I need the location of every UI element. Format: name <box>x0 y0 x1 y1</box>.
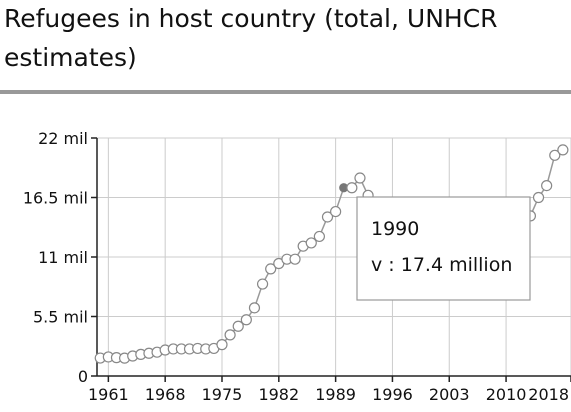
chart-title-line2: estimates) <box>4 43 137 72</box>
point <box>321 211 334 223</box>
point <box>354 172 366 184</box>
tooltip-box <box>356 196 531 301</box>
x-tick-label: 2003 <box>429 385 470 404</box>
x-tick-label: 1982 <box>258 385 299 404</box>
x-tick-label: 2010 <box>486 385 527 404</box>
point <box>248 302 261 314</box>
tooltip-label: v : 17.4 million <box>371 254 512 276</box>
tooltip-title: 1990 <box>371 218 419 240</box>
point <box>346 182 358 194</box>
x-tick-label: 1996 <box>372 385 413 404</box>
x-tick-label: 1975 <box>202 385 243 404</box>
point <box>330 205 342 218</box>
point <box>289 253 301 265</box>
point <box>541 180 553 192</box>
y-tick-label: 0 <box>78 367 88 386</box>
y-tick-label: 16.5 mil <box>23 189 88 208</box>
y-tick-label: 22 mil <box>38 129 88 148</box>
point <box>532 191 545 204</box>
point <box>256 278 269 290</box>
point <box>224 329 236 341</box>
point <box>313 230 325 243</box>
y-tick-label: 11 mil <box>38 248 88 267</box>
point <box>265 263 277 275</box>
point <box>240 314 252 326</box>
title-rule <box>0 90 571 94</box>
chart-title: Refugees in host country (total, UNHCR <box>4 4 498 33</box>
y-tick-label: 5.5 mil <box>33 308 88 327</box>
point <box>232 320 244 332</box>
x-tick-label: 1961 <box>88 385 129 404</box>
point <box>305 237 317 249</box>
point <box>549 149 561 161</box>
point <box>216 339 228 351</box>
point <box>557 144 569 156</box>
x-tick-label: 2018 <box>528 385 569 404</box>
x-tick-label: 1989 <box>315 385 356 404</box>
x-tick-label: 1968 <box>145 385 186 404</box>
tooltip: 1990 v : 17.4 million <box>356 196 531 301</box>
